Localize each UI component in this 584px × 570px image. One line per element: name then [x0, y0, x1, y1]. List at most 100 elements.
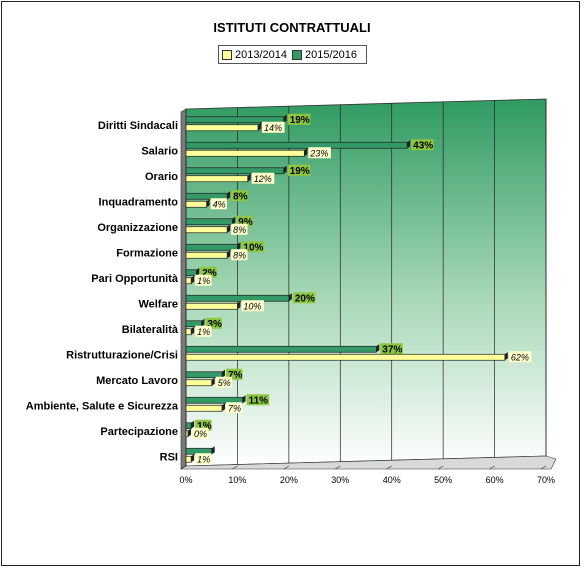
data-label-series-1: 0%	[194, 429, 207, 439]
bar-end-series-1	[206, 199, 210, 208]
data-label-bg-series-2	[236, 215, 253, 227]
data-label-series-2: 8%	[233, 191, 248, 202]
category-label: Salario	[141, 145, 178, 157]
bar-series-1	[185, 404, 223, 412]
bar-end-series-1	[504, 352, 508, 361]
category-label: Ristrutturazione/Crisi	[66, 349, 178, 361]
bar-series-2	[185, 422, 192, 430]
category-label: Pari Opportunità	[91, 273, 179, 285]
data-label-series-1: 8%	[233, 225, 246, 235]
data-label-series-2: 10%	[243, 242, 263, 253]
bar-end-series-2	[191, 420, 195, 429]
x-floor-line	[437, 465, 444, 470]
x-floor-line	[489, 465, 495, 470]
data-label-bg-series-1	[308, 147, 331, 159]
data-label-bg-series-1	[226, 402, 243, 414]
x-floor-line	[386, 465, 392, 470]
data-label-bg-series-1	[210, 198, 227, 210]
bar-end-series-1	[211, 377, 215, 386]
data-label-bg-series-2	[287, 113, 311, 125]
legend-swatch-series-1	[222, 49, 232, 60]
data-label-series-1: 5%	[218, 378, 231, 388]
bar-series-2	[185, 294, 290, 302]
data-label-series-2: 19%	[290, 166, 310, 177]
bar-end-series-1	[191, 454, 195, 463]
bar-end-series-2	[222, 369, 225, 378]
data-label-bg-series-2	[287, 164, 311, 176]
bar-end-series-2	[227, 191, 231, 200]
x-tick-label: 60%	[486, 475, 504, 485]
data-label-bg-series-1	[231, 249, 248, 261]
bar-end-series-1	[258, 122, 261, 131]
data-label-series-1: 8%	[233, 250, 246, 260]
x-tick-label: 70%	[537, 475, 555, 485]
x-tick-label: 10%	[228, 475, 246, 485]
data-label-bg-series-2	[205, 317, 222, 329]
data-label-series-1: 14%	[264, 123, 282, 133]
data-label-series-2: 7%	[228, 370, 243, 381]
x-tick-label: 40%	[383, 475, 401, 485]
x-tick-label: 50%	[434, 475, 452, 485]
legend-item-series-2: 2015/2016	[292, 49, 357, 61]
data-label-series-1: 10%	[243, 301, 261, 311]
bar-series-1	[185, 175, 249, 183]
data-label-series-1: 7%	[228, 403, 241, 413]
bar-end-series-2	[407, 140, 411, 149]
legend-swatch-series-2	[292, 49, 302, 60]
category-label: RSI	[160, 451, 178, 463]
bar-end-series-2	[211, 446, 215, 455]
data-label-bg-series-1	[195, 274, 212, 286]
data-label-bg-series-2	[241, 241, 265, 253]
bar-end-series-1	[191, 275, 195, 284]
data-label-series-2: 37%	[382, 344, 402, 355]
bar-series-2	[185, 141, 408, 149]
x-floor-line	[335, 465, 341, 470]
bar-end-series-2	[288, 293, 292, 302]
bar-series-2	[185, 345, 377, 353]
x-floor-line	[283, 465, 290, 470]
bar-end-series-1	[222, 403, 225, 412]
x-floor-line	[232, 465, 238, 470]
bar-series-2	[185, 243, 238, 251]
legend-label-series-1: 2013/2014	[235, 48, 287, 61]
bar-end-series-1	[304, 148, 308, 157]
category-label: Formazione	[116, 247, 178, 259]
data-label-bg-series-1	[251, 172, 275, 184]
bar-end-series-1	[188, 428, 191, 437]
data-label-bg-series-2	[226, 368, 243, 380]
bar-series-1	[185, 455, 192, 463]
data-label-bg-series-1	[192, 427, 209, 439]
bar-end-series-2	[237, 242, 241, 251]
bar-series-1	[185, 277, 192, 285]
plot-left-wall	[180, 108, 187, 470]
bar-series-1	[185, 328, 192, 336]
data-label-series-1: 1%	[197, 276, 210, 286]
bar-end-series-2	[196, 267, 200, 276]
bar-end-series-1	[191, 326, 195, 335]
data-label-bg-series-1	[195, 325, 212, 337]
bar-end-series-1	[227, 224, 231, 233]
bar-series-1	[185, 379, 213, 387]
bar-end-series-1	[227, 250, 231, 259]
data-label-series-1: 1%	[197, 327, 210, 337]
bar-end-series-2	[283, 165, 287, 174]
data-label-bg-series-2	[231, 190, 248, 202]
bar-end-series-2	[376, 344, 380, 353]
legend-item-series-1: 2013/2014	[222, 49, 287, 61]
category-label: Bilateralità	[122, 324, 179, 336]
bar-series-1	[185, 353, 506, 361]
legend-label-series-2: 2015/2016	[305, 48, 357, 61]
x-tick-label: 30%	[331, 475, 349, 485]
data-label-series-1: 62%	[511, 352, 529, 362]
category-label: Diritti Sindacali	[98, 120, 178, 132]
data-label-series-1: 4%	[213, 199, 226, 209]
data-label-series-2: 1%	[197, 421, 212, 432]
data-label-bg-series-2	[411, 139, 434, 151]
data-label-series-2: 9%	[238, 217, 253, 228]
bar-end-series-2	[201, 318, 205, 327]
chart-title: ISTITUTI CONTRATTUALI	[213, 20, 371, 35]
bar-end-series-2	[283, 114, 287, 123]
data-label-series-1: 23%	[309, 148, 328, 158]
data-label-series-2: 43%	[413, 140, 433, 151]
